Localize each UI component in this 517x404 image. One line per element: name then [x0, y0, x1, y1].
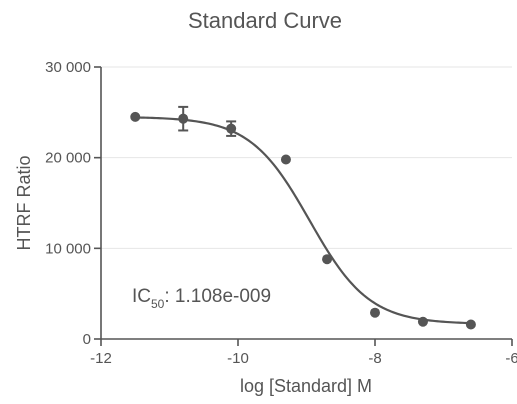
ic50-subscript: 50 — [151, 297, 165, 311]
axes — [100, 67, 512, 340]
data-points — [130, 105, 476, 330]
y-tick-label: 30 000 — [45, 59, 91, 76]
x-tick-label: -6 — [505, 350, 517, 367]
grid — [101, 66, 512, 249]
data-point — [130, 111, 141, 122]
data-point — [322, 254, 333, 265]
fit-curve — [135, 116, 471, 325]
data-point — [370, 307, 380, 318]
data-point — [280, 154, 291, 165]
data-point — [465, 319, 476, 330]
y-tick-label: 0 — [83, 331, 91, 348]
data-point — [417, 316, 428, 327]
y-tick-label: 20 000 — [45, 150, 91, 167]
x-axis-label: log [Standard] M — [240, 376, 372, 396]
ic50-value: : 1.108e-009 — [164, 286, 271, 307]
x-tick-label: -8 — [368, 350, 381, 367]
y-tick-label: 10 000 — [45, 240, 91, 257]
ic50-prefix: IC — [132, 286, 151, 307]
ic50-annotation: IC50: 1.108e-009 — [132, 286, 271, 311]
y-axis-label: HTRF Ratio — [14, 155, 34, 250]
data-point — [178, 113, 189, 124]
chart-title: Standard Curve — [188, 8, 342, 33]
ticks: 0 10 000 20 000 30 000 -12 -10 -8 -6 — [45, 59, 517, 367]
data-point — [226, 123, 237, 134]
fit-curve-group — [135, 116, 471, 325]
x-tick-label: -12 — [90, 350, 112, 367]
x-tick-label: -10 — [227, 350, 249, 367]
